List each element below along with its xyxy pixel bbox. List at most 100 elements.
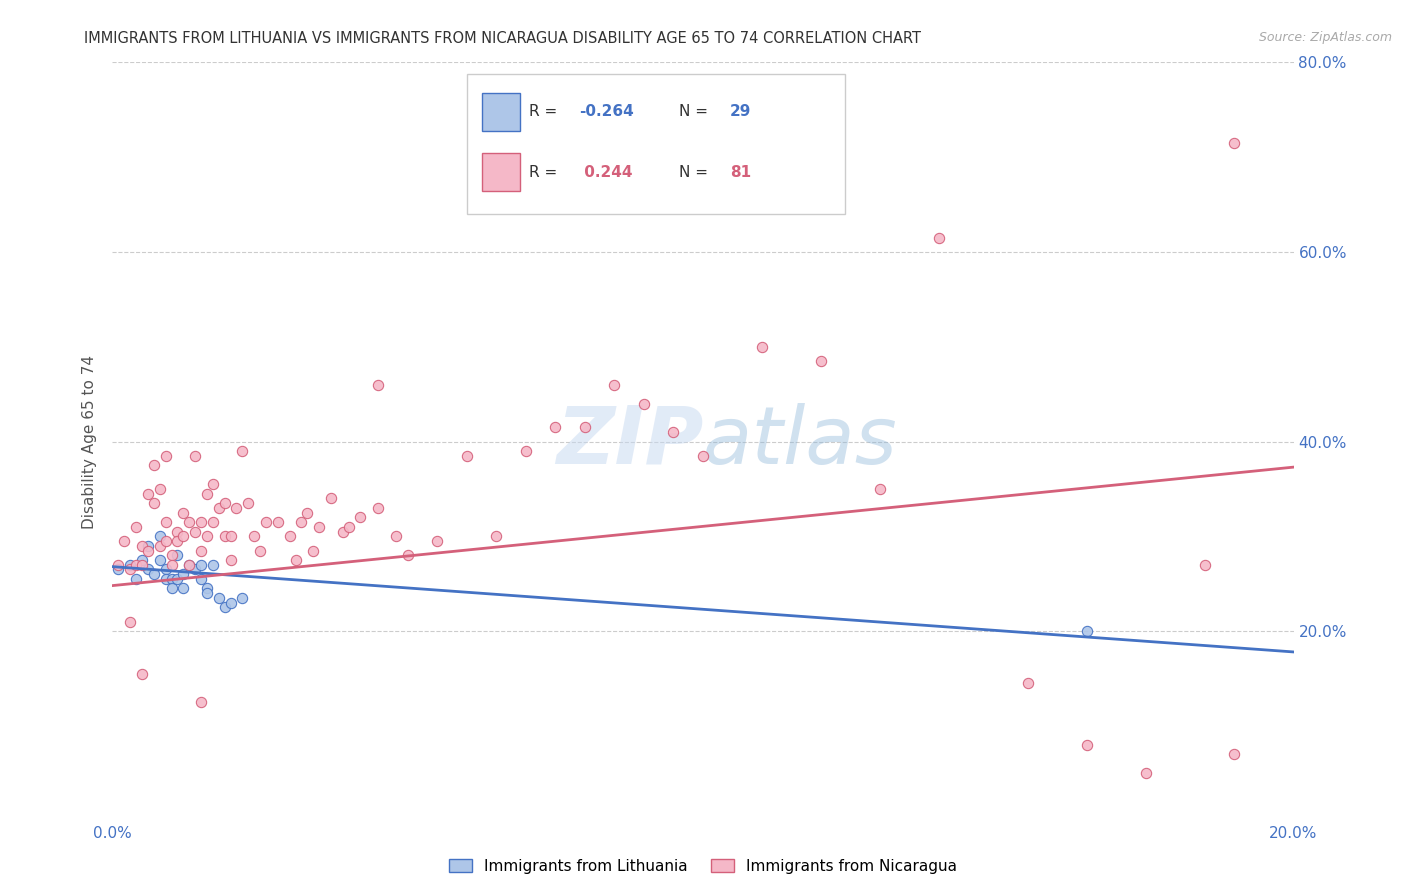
Point (172, 582, 194, 596)
Point (225, 500, 247, 515)
Point (214, 496, 236, 510)
Point (928, 231, 950, 245)
Point (179, 515, 201, 529)
Point (219, 596, 242, 610)
Point (125, 558, 148, 572)
Point (219, 529, 242, 543)
Point (166, 572, 188, 586)
Point (184, 562, 207, 576)
Point (107, 558, 129, 572)
Point (166, 548, 188, 563)
Point (136, 562, 159, 576)
Point (367, 500, 389, 515)
Point (485, 529, 508, 543)
Point (166, 534, 188, 549)
Point (810, 354, 832, 368)
Legend: Immigrants from Lithuania, Immigrants from Nicaragua: Immigrants from Lithuania, Immigrants fr… (443, 853, 963, 880)
Point (120, 615, 142, 629)
Point (456, 449, 478, 463)
Point (544, 420, 567, 434)
Point (337, 520, 360, 534)
FancyBboxPatch shape (467, 74, 845, 214)
Text: ZIP: ZIP (555, 402, 703, 481)
Point (184, 449, 207, 463)
Point (662, 425, 685, 439)
Point (125, 520, 148, 534)
Point (142, 458, 165, 473)
Point (201, 558, 224, 572)
Point (214, 529, 236, 543)
Point (125, 572, 148, 586)
Point (201, 477, 224, 491)
Point (201, 515, 224, 529)
Text: atlas: atlas (703, 402, 898, 481)
Point (149, 553, 172, 567)
Point (131, 539, 153, 553)
Point (278, 529, 301, 543)
Point (120, 562, 142, 576)
Point (751, 340, 773, 354)
Point (1076, 624, 1098, 639)
Text: R =: R = (530, 165, 562, 180)
Text: -0.264: -0.264 (579, 104, 634, 120)
Point (297, 506, 319, 520)
Point (692, 449, 714, 463)
Point (190, 543, 212, 558)
Point (367, 377, 389, 392)
Point (1194, 558, 1216, 572)
Point (149, 482, 172, 496)
Point (190, 558, 212, 572)
Point (254, 515, 277, 529)
Point (172, 567, 194, 582)
Point (155, 572, 177, 586)
Point (1017, 676, 1039, 690)
Point (155, 562, 177, 576)
Point (290, 515, 312, 529)
Point (603, 377, 626, 392)
Point (131, 553, 153, 567)
Point (190, 572, 212, 586)
Point (142, 567, 165, 582)
Point (231, 444, 253, 458)
Point (249, 543, 271, 558)
Point (112, 534, 135, 549)
Point (155, 449, 177, 463)
Point (267, 515, 290, 529)
Point (149, 529, 172, 543)
Point (396, 548, 419, 563)
Text: 29: 29 (730, 104, 752, 120)
Point (195, 582, 218, 596)
Point (155, 534, 177, 549)
Point (149, 539, 172, 553)
Point (319, 491, 342, 506)
Point (633, 396, 655, 410)
Point (238, 496, 260, 510)
Point (120, 558, 142, 572)
Point (195, 529, 218, 543)
Point (172, 506, 194, 520)
Point (179, 558, 201, 572)
Point (136, 539, 159, 553)
Point (190, 695, 212, 709)
Point (308, 520, 330, 534)
Point (179, 558, 201, 572)
FancyBboxPatch shape (482, 93, 520, 130)
Point (136, 486, 159, 500)
Point (166, 524, 188, 539)
FancyBboxPatch shape (482, 153, 520, 191)
Point (349, 510, 371, 524)
Text: N =: N = (679, 165, 713, 180)
Point (219, 553, 242, 567)
Point (208, 591, 231, 605)
Point (190, 515, 212, 529)
Point (231, 591, 253, 605)
Point (136, 543, 159, 558)
Point (160, 582, 183, 596)
Point (172, 529, 194, 543)
Point (1135, 766, 1157, 780)
Point (142, 496, 165, 510)
Point (515, 444, 537, 458)
Text: 81: 81 (730, 165, 751, 180)
Text: R =: R = (530, 104, 562, 120)
Point (302, 543, 325, 558)
